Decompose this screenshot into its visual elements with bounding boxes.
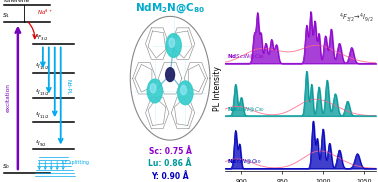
Text: $^4I_{9/2}$: $^4I_{9/2}$ [34,138,46,148]
Circle shape [181,86,186,95]
Circle shape [166,34,181,57]
Text: $\mathbf{Nd}$$\bf{M_2N@C_{80}}$: $\mathbf{Nd}$$\bf{M_2N@C_{80}}$ [135,2,205,15]
Text: $Nd^{3+}$: $Nd^{3+}$ [37,8,53,17]
Text: $^4I_{15/2}$: $^4I_{15/2}$ [34,62,49,71]
Text: $\mathbf{Nd}$$\it{Lu}_2N@C_{80}$: $\mathbf{Nd}$$\it{Lu}_2N@C_{80}$ [226,105,264,114]
Circle shape [147,79,163,103]
Text: fullerene: fullerene [3,0,30,3]
Text: $\mathbf{Nd}$$\it{Y}_2N@C_{80}$: $\mathbf{Nd}$$\it{Y}_2N@C_{80}$ [226,158,261,166]
Text: LF splitting: LF splitting [62,160,89,165]
Text: $S_0$: $S_0$ [2,163,11,171]
Text: Sc: 0.75 Å: Sc: 0.75 Å [149,147,192,155]
Text: $^4I_{13/2}$: $^4I_{13/2}$ [34,87,49,97]
Text: Nd-PL: Nd-PL [65,79,70,95]
Text: excitation: excitation [6,83,11,112]
Text: $S_1$: $S_1$ [2,11,11,20]
Text: Lu: 0.86 Å: Lu: 0.86 Å [149,159,192,168]
Text: $\mathbf{Nd}$$\it{Sc}_2N@C_{80}$: $\mathbf{Nd}$$\it{Sc}_2N@C_{80}$ [226,52,264,61]
Circle shape [166,68,175,82]
Text: $^4I_{11/2}$: $^4I_{11/2}$ [34,111,49,120]
Circle shape [150,84,156,93]
Text: $^4F_{3/2}\!\rightarrow\!^4I_{9/2}$: $^4F_{3/2}\!\rightarrow\!^4I_{9/2}$ [339,11,374,23]
Text: Y: 0.90 Å: Y: 0.90 Å [151,172,189,181]
Text: $^4F_{3/2}$: $^4F_{3/2}$ [34,33,48,42]
Circle shape [169,38,175,47]
Circle shape [178,81,193,105]
Y-axis label: PL Intensity: PL Intensity [213,66,222,111]
